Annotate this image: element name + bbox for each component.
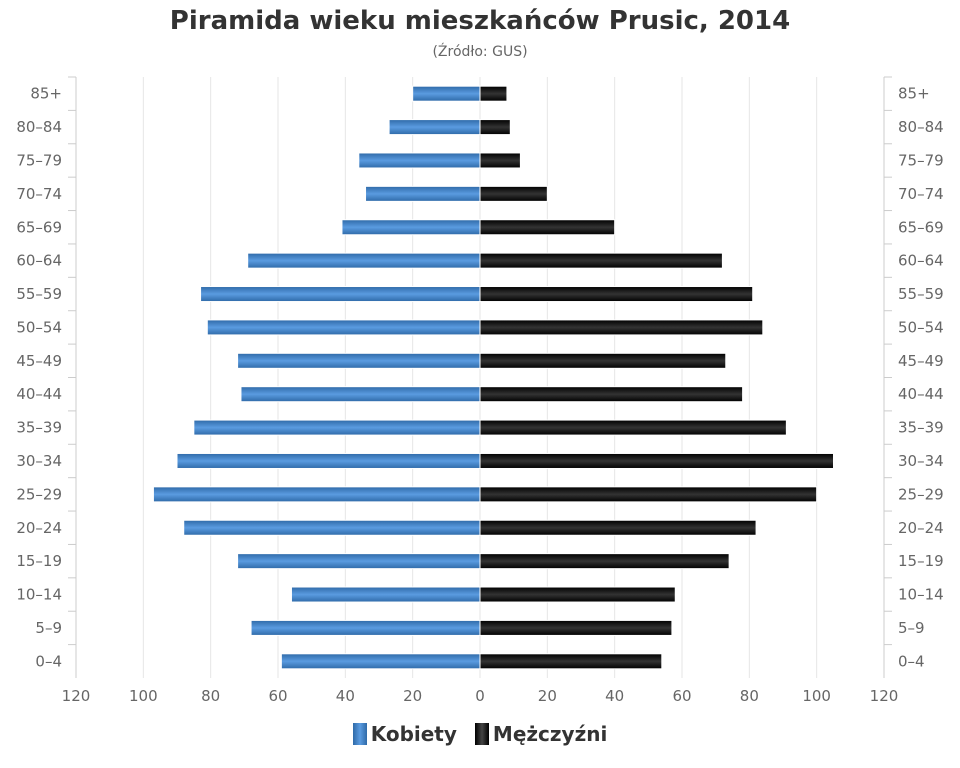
legend-label: Kobiety — [370, 722, 457, 746]
y-tick-label-left: 30–34 — [16, 452, 62, 470]
y-tick-label-left: 0–4 — [35, 652, 62, 670]
bar-mezczyzni — [479, 519, 757, 536]
y-tick-label-left: 5–9 — [35, 619, 62, 637]
bar-kobiety — [290, 586, 481, 603]
y-tick-label-left: 85+ — [30, 85, 62, 103]
bar-mezczyzni — [479, 286, 754, 303]
y-tick-label-left: 40–44 — [16, 385, 62, 403]
bar-kobiety — [250, 619, 481, 636]
y-tick-label-left: 60–64 — [16, 252, 62, 270]
bar-kobiety — [412, 85, 481, 102]
x-tick-label: 40 — [336, 687, 355, 705]
bar-kobiety — [358, 152, 481, 169]
bar-mezczyzni — [479, 619, 673, 636]
legend-swatch — [474, 723, 489, 745]
y-tick-label-left: 35–39 — [16, 419, 62, 437]
y-tick-label-right: 30–34 — [898, 452, 944, 470]
y-tick-label-left: 15–19 — [16, 552, 62, 570]
y-tick-label-left: 65–69 — [16, 218, 62, 236]
y-tick-label-right: 75–79 — [898, 151, 944, 169]
bar-mezczyzni — [479, 219, 616, 236]
y-tick-label-right: 25–29 — [898, 485, 944, 503]
y-tick-label-left: 55–59 — [16, 285, 62, 303]
bar-mezczyzni — [479, 252, 723, 269]
y-tick-label-right: 35–39 — [898, 419, 944, 437]
bar-mezczyzni — [479, 386, 744, 403]
bar-kobiety — [388, 119, 481, 136]
bar-mezczyzni — [479, 653, 663, 670]
bar-kobiety — [237, 352, 481, 369]
y-tick-label-right: 40–44 — [898, 385, 944, 403]
y-tick-label-right: 70–74 — [898, 185, 944, 203]
y-tick-label-right: 45–49 — [898, 352, 944, 370]
x-tick-label: 80 — [740, 687, 759, 705]
y-tick-label-right: 60–64 — [898, 252, 944, 270]
y-tick-label-left: 70–74 — [16, 185, 62, 203]
y-tick-label-left: 20–24 — [16, 519, 62, 537]
bar-mezczyzni — [479, 319, 764, 336]
y-tick-label-left: 10–14 — [16, 586, 62, 604]
x-tick-label: 20 — [538, 687, 557, 705]
y-tick-label-right: 55–59 — [898, 285, 944, 303]
y-tick-label-right: 85+ — [898, 85, 930, 103]
legend-item-kobiety[interactable]: Kobiety — [352, 722, 457, 746]
y-tick-label-right: 20–24 — [898, 519, 944, 537]
y-tick-label-right: 50–54 — [898, 318, 944, 336]
y-tick-label-left: 80–84 — [16, 118, 62, 136]
bar-kobiety — [206, 319, 481, 336]
bar-kobiety — [176, 452, 481, 469]
bar-kobiety — [193, 419, 481, 436]
chart-subtitle: (Źródło: GUS) — [432, 44, 528, 60]
y-tick-label-right: 15–19 — [898, 552, 944, 570]
bar-mezczyzni — [479, 352, 727, 369]
bar-mezczyzni — [479, 119, 511, 136]
chart-title: Piramida wieku mieszkańców Prusic, 2014 — [169, 6, 791, 36]
x-tick-label: 120 — [62, 687, 91, 705]
y-tick-label-right: 65–69 — [898, 218, 944, 236]
bar-kobiety — [183, 519, 481, 536]
bar-mezczyzni — [479, 452, 834, 469]
bar-kobiety — [152, 486, 481, 503]
bar-kobiety — [365, 185, 481, 202]
bar-mezczyzni — [479, 85, 508, 102]
bar-kobiety — [240, 386, 481, 403]
y-tick-label-left: 50–54 — [16, 318, 62, 336]
bar-mezczyzni — [479, 185, 548, 202]
x-tick-label: 100 — [802, 687, 831, 705]
bar-mezczyzni — [479, 586, 676, 603]
y-tick-label-left: 45–49 — [16, 352, 62, 370]
bar-kobiety — [341, 219, 481, 236]
legend-label: Mężczyźni — [492, 722, 608, 746]
y-tick-label-left: 25–29 — [16, 485, 62, 503]
bar-kobiety — [237, 553, 481, 570]
bar-mezczyzni — [479, 419, 787, 436]
bar-kobiety — [200, 286, 481, 303]
x-tick-label: 40 — [605, 687, 624, 705]
y-tick-label-right: 0–4 — [898, 652, 925, 670]
x-tick-label: 100 — [129, 687, 158, 705]
bar-mezczyzni — [479, 553, 730, 570]
legend-item-mezczyzni[interactable]: Mężczyźni — [474, 722, 608, 746]
x-tick-label: 120 — [870, 687, 899, 705]
y-tick-label-right: 10–14 — [898, 586, 944, 604]
x-tick-label: 0 — [475, 687, 485, 705]
bar-kobiety — [280, 653, 481, 670]
y-tick-label-right: 80–84 — [898, 118, 944, 136]
x-tick-label: 20 — [403, 687, 422, 705]
bar-mezczyzni — [479, 486, 818, 503]
x-tick-label: 60 — [672, 687, 691, 705]
y-tick-label-right: 5–9 — [898, 619, 925, 637]
bar-mezczyzni — [479, 152, 521, 169]
y-tick-label-left: 75–79 — [16, 151, 62, 169]
legend: Kobiety Mężczyźni — [0, 722, 960, 746]
x-tick-label: 60 — [268, 687, 287, 705]
legend-swatch — [352, 723, 367, 745]
bar-kobiety — [247, 252, 481, 269]
x-tick-label: 80 — [201, 687, 220, 705]
